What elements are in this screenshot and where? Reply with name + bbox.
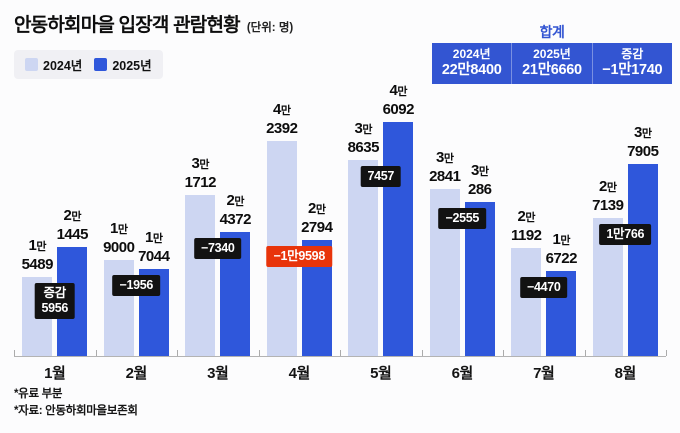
bar-value-label-2025년-4월: 2만 2794: [301, 200, 333, 236]
bar-2025년-5월: [383, 122, 414, 356]
bar-2024년-3월: [185, 195, 216, 356]
summary-label-2024: 2024년: [452, 47, 491, 62]
summary-label-2025: 2025년: [533, 47, 571, 62]
summary-col-2025: 2025년 21만6660: [511, 43, 591, 84]
diff-badge-2월: −1956: [112, 275, 161, 296]
summary-col-2024: 2024년 22만8400: [432, 43, 511, 84]
footnote-source: *자료: 안동하회마을보존회: [14, 405, 138, 417]
x-axis-tick-3: [259, 350, 260, 356]
summary-totals-box: 2024년 22만8400 2025년 21만6660 증감 −1만1740: [432, 43, 672, 84]
x-axis-tick-2: [177, 350, 178, 356]
bar-value-label-2025년-7월: 1만 6722: [545, 231, 578, 267]
bar-value-label-2025년-3월: 2만 4372: [219, 192, 252, 228]
summary-title: 합계: [539, 24, 565, 40]
bar-value-label-2024년-6월: 3만 2841: [429, 149, 461, 185]
bar-value-label-2025년-6월: 3만 286: [467, 162, 492, 198]
diff-badge-1월: 증감 5956: [34, 283, 76, 319]
footnotes: *유료 부분 *자료: 안동하회마을보존회: [14, 386, 138, 420]
x-axis-tick-8: [666, 350, 667, 356]
legend-label-2024: 2024년: [43, 59, 83, 73]
diff-badge-4월: −1만9598: [266, 246, 332, 267]
unit-label: (단위: 명): [246, 22, 294, 34]
x-axis-tick-1: [96, 350, 97, 356]
bar-value-label-2024년-3월: 3만 1712: [184, 155, 217, 191]
bar-value-label-2024년-4월: 4만 2392: [266, 101, 298, 137]
diff-badge-3월: −7340: [193, 238, 242, 259]
x-axis-tick-0: [14, 350, 15, 356]
bar-value-label-2025년-1월: 2만 1445: [56, 207, 89, 243]
bar-value-label-2024년-5월: 3만 8635: [347, 120, 380, 156]
footnote-paid: *유료 부분: [14, 388, 63, 400]
diff-badge-6월: −2555: [438, 208, 487, 229]
legend-item-2024: 2024년: [25, 55, 82, 74]
bar-2024년-7월: [511, 248, 542, 356]
x-axis-label-7월: 7월: [533, 365, 555, 382]
x-axis-label-6월: 6월: [451, 365, 474, 382]
diff-badge-7월: −4470: [519, 277, 568, 298]
x-axis-label-1월: 1월: [44, 365, 66, 382]
bar-value-label-2024년-7월: 2만 1192: [510, 208, 542, 244]
x-axis-label-4월: 4월: [288, 365, 311, 382]
x-axis-line: [14, 356, 666, 357]
summary-value-2025: 21만6660: [522, 62, 582, 79]
bar-value-label-2024년-2월: 1만 9000: [103, 220, 135, 256]
summary-value-2024: 22만8400: [441, 62, 502, 79]
legend-swatch-2024: [25, 58, 38, 71]
x-axis-tick-7: [585, 350, 586, 356]
legend: 2024년 2025년: [14, 50, 163, 79]
bar-2025년-8월: [627, 164, 658, 356]
legend-item-2025: 2025년: [94, 55, 152, 74]
bar-value-label-2025년-8월: 3만 7905: [627, 124, 659, 160]
bar-2024년-5월: [348, 160, 379, 356]
x-axis-tick-5: [422, 350, 423, 356]
bar-value-label-2025년-2월: 1만 7044: [138, 229, 170, 265]
summary-value-diff: −1만1740: [602, 62, 663, 79]
x-axis-tick-6: [503, 350, 504, 356]
bar-value-label-2024년-8월: 2만 7139: [592, 178, 624, 214]
x-axis-label-3월: 3월: [207, 365, 229, 382]
summary-label-diff: 증감: [621, 47, 644, 62]
legend-label-2025: 2025년: [112, 59, 152, 73]
page-title: 안동하회마을 입장객 관람현황: [14, 15, 241, 36]
x-axis-label-8월: 8월: [614, 365, 637, 382]
diff-badge-5월: 7457: [360, 166, 402, 187]
x-axis-label-2월: 2월: [125, 365, 148, 382]
legend-swatch-2025: [94, 58, 108, 71]
diff-badge-8월: 1만766: [599, 224, 652, 245]
bar-value-label-2024년-1월: 1만 5489: [21, 237, 54, 273]
x-axis-label-5월: 5월: [370, 365, 392, 382]
summary-col-diff: 증감 −1만1740: [591, 43, 672, 84]
x-axis-tick-4: [340, 350, 341, 356]
header: 안동하회마을 입장객 관람현황 (단위: 명): [14, 10, 293, 37]
bar-value-label-2025년-5월: 4만 6092: [382, 82, 415, 118]
